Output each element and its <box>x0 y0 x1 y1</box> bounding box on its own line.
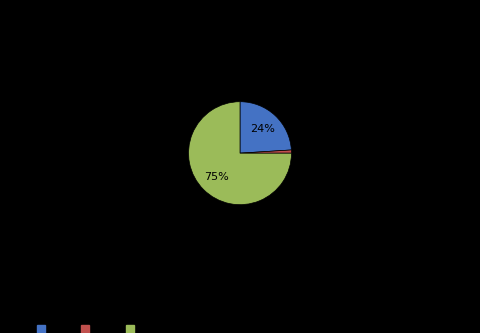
Wedge shape <box>240 102 291 153</box>
Text: 24%: 24% <box>251 124 276 134</box>
Wedge shape <box>189 102 291 205</box>
Wedge shape <box>240 150 291 153</box>
Text: 75%: 75% <box>204 172 228 182</box>
Legend: , , : , , <box>33 320 141 333</box>
